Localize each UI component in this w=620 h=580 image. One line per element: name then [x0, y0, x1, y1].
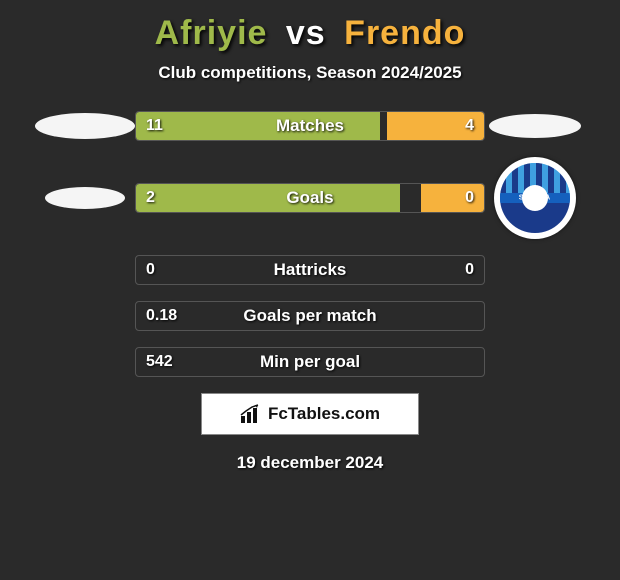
player1-name: Afriyie — [155, 14, 268, 52]
page-title: Afriyie vs Frendo — [0, 0, 620, 55]
stat-label: Goals per match — [136, 306, 484, 326]
placeholder-ellipse-icon — [489, 114, 581, 138]
placeholder-ellipse-icon — [35, 113, 135, 139]
stat-bar: 114Matches — [135, 111, 485, 141]
stats-section: 114Matches 20Goals SLIEMA 00Hattricks 0.18Go… — [0, 111, 620, 377]
stat-label: Hattricks — [136, 260, 484, 280]
stat-bar: 20Goals — [135, 183, 485, 213]
stat-row: 20Goals SLIEMA — [0, 157, 620, 239]
stat-label: Matches — [136, 116, 484, 136]
stat-bar: 00Hattricks — [135, 255, 485, 285]
player2-name: Frendo — [344, 14, 465, 52]
footer-site: FcTables.com — [268, 404, 380, 424]
right-team-icon: SLIEMA — [485, 157, 585, 239]
chart-icon — [240, 404, 262, 424]
left-team-icon — [35, 187, 135, 209]
subtitle: Club competitions, Season 2024/2025 — [0, 63, 620, 83]
right-team-icon — [485, 114, 585, 138]
placeholder-ellipse-icon — [45, 187, 125, 209]
left-team-icon — [35, 113, 135, 139]
stat-row: 114Matches — [0, 111, 620, 141]
stat-row: 0.18Goals per match — [0, 301, 620, 331]
stat-row: 542Min per goal — [0, 347, 620, 377]
footer-attribution[interactable]: FcTables.com — [201, 393, 419, 435]
date-text: 19 december 2024 — [0, 453, 620, 473]
stat-label: Goals — [136, 188, 484, 208]
stat-bar: 542Min per goal — [135, 347, 485, 377]
club-crest-icon: SLIEMA — [494, 157, 576, 239]
stat-row: 00Hattricks — [0, 255, 620, 285]
vs-text: vs — [286, 14, 326, 52]
stat-label: Min per goal — [136, 352, 484, 372]
comparison-card: Afriyie vs Frendo Club competitions, Sea… — [0, 0, 620, 473]
stat-bar: 0.18Goals per match — [135, 301, 485, 331]
